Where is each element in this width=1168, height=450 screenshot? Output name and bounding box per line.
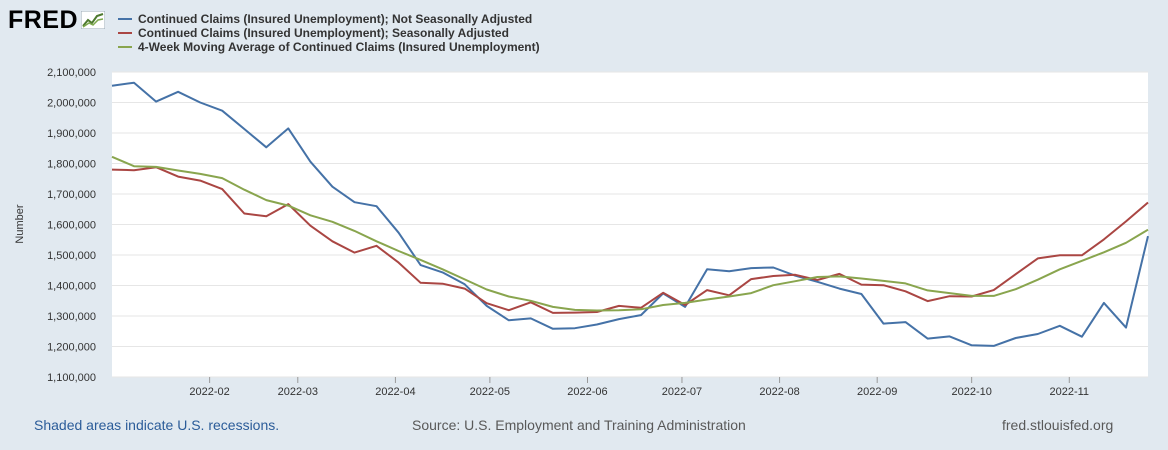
site-link[interactable]: fred.stlouisfed.org: [1002, 417, 1114, 433]
x-tick-label: 2022-02: [189, 386, 229, 398]
fred-logo: FRED: [8, 6, 106, 34]
x-tick-label: 2022-08: [759, 386, 799, 398]
y-tick-label: 1,100,000: [47, 372, 96, 384]
x-tick-label: 2022-04: [375, 386, 415, 398]
x-tick-label: 2022-10: [951, 386, 991, 398]
y-axis-title: Number: [14, 204, 26, 243]
x-tick-label: 2022-06: [567, 386, 607, 398]
series-line-4wk: [111, 155, 1149, 312]
legend-label-4wk: 4-Week Moving Average of Continued Claim…: [138, 40, 540, 54]
fred-graph-icon: [81, 11, 106, 29]
series-line-nsa: [111, 81, 1149, 347]
y-tick-label: 2,100,000: [47, 67, 96, 79]
y-tick-label: 1,500,000: [47, 250, 96, 262]
chart: 1,100,000 1,200,000 1,300,000 1,400,000 1,50…: [14, 67, 1149, 398]
legend-swatch-sa: [118, 32, 132, 34]
source-note: Source: U.S. Employment and Training Adm…: [412, 417, 746, 433]
legend-label-nsa: Continued Claims (Insured Unemployment);…: [138, 12, 533, 26]
x-tick-label: 2022-11: [1049, 386, 1089, 398]
chart-legend: Continued Claims (Insured Unemployment);…: [118, 12, 540, 54]
legend-label-sa: Continued Claims (Insured Unemployment);…: [138, 26, 509, 40]
y-tick-label: 1,400,000: [47, 281, 96, 293]
x-tick-label: 2022-05: [470, 386, 510, 398]
x-tick-label: 2022-03: [278, 386, 318, 398]
x-tick-label: 2022-07: [662, 386, 702, 398]
y-tick-label: 1,600,000: [47, 220, 96, 232]
legend-item-nsa: Continued Claims (Insured Unemployment);…: [118, 12, 540, 26]
series-lines: [111, 81, 1149, 347]
legend-item-4wk: 4-Week Moving Average of Continued Claim…: [118, 40, 540, 54]
y-tick-label: 1,300,000: [47, 311, 96, 323]
legend-item-sa: Continued Claims (Insured Unemployment);…: [118, 26, 540, 40]
y-tick-label: 1,700,000: [47, 189, 96, 201]
y-axis-ticks: 1,100,000 1,200,000 1,300,000 1,400,000 1,50…: [47, 67, 96, 384]
y-tick-label: 1,900,000: [47, 128, 96, 140]
legend-swatch-nsa: [118, 18, 132, 20]
x-axis-ticks: 2022-02 2022-03 2022-04 2022-05 2022-06 2022-…: [189, 377, 1089, 398]
fred-logo-text: FRED: [8, 6, 79, 34]
y-tick-label: 2,000,000: [47, 98, 96, 110]
y-tick-label: 1,200,000: [47, 342, 96, 354]
y-tick-label: 1,800,000: [47, 159, 96, 171]
recessions-note[interactable]: Shaded areas indicate U.S. recessions.: [34, 417, 280, 433]
legend-swatch-4wk: [118, 46, 132, 48]
grid-lines: [112, 71, 1148, 378]
x-tick-label: 2022-09: [857, 386, 897, 398]
